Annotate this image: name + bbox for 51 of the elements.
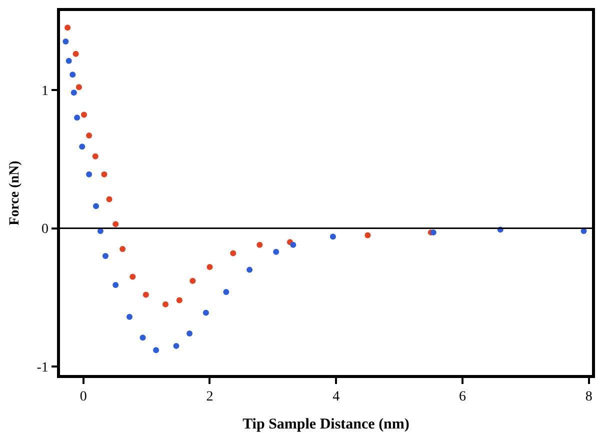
- point: [86, 171, 92, 178]
- y-tick-label: 0: [41, 222, 48, 238]
- point: [246, 266, 253, 273]
- point: [102, 252, 108, 259]
- point: [93, 203, 100, 210]
- x-tick-label: 4: [332, 390, 340, 405]
- point: [79, 144, 86, 150]
- point: [92, 153, 98, 160]
- point: [101, 171, 108, 178]
- point: [130, 274, 136, 280]
- point: [76, 84, 82, 90]
- point: [126, 314, 132, 320]
- y-axis-title: Force (nN): [7, 160, 22, 226]
- point: [66, 58, 72, 64]
- y-tick-label: 1: [41, 84, 48, 99]
- point: [206, 264, 213, 270]
- point: [223, 288, 230, 295]
- point: [190, 278, 196, 284]
- point: [120, 246, 126, 252]
- x-axis-title: Tip Sample Distance (nm): [242, 416, 410, 433]
- x-tick-label: 2: [206, 390, 214, 405]
- point: [72, 50, 79, 57]
- x-tick-label: 6: [458, 390, 466, 405]
- point: [153, 347, 160, 354]
- point: [74, 114, 80, 121]
- point: [162, 301, 169, 308]
- point: [81, 112, 88, 118]
- point: [86, 132, 92, 139]
- point: [62, 38, 69, 44]
- point: [70, 72, 76, 78]
- point: [186, 330, 193, 336]
- point: [173, 342, 180, 349]
- x-tick-label: 8: [585, 390, 592, 405]
- point: [70, 90, 77, 96]
- x-tick-label: 0: [80, 390, 87, 405]
- point: [230, 250, 236, 256]
- point: [112, 282, 119, 288]
- point: [290, 242, 296, 248]
- point: [430, 229, 436, 236]
- point: [202, 310, 209, 316]
- point: [142, 292, 149, 298]
- point: [364, 232, 371, 238]
- y-tick-label: -1: [36, 360, 48, 376]
- point: [112, 221, 119, 228]
- point: [140, 334, 146, 341]
- point: [330, 234, 336, 240]
- point: [256, 242, 263, 248]
- point: [106, 196, 112, 202]
- point: [176, 297, 182, 304]
- point: [64, 24, 71, 31]
- point: [273, 248, 280, 255]
